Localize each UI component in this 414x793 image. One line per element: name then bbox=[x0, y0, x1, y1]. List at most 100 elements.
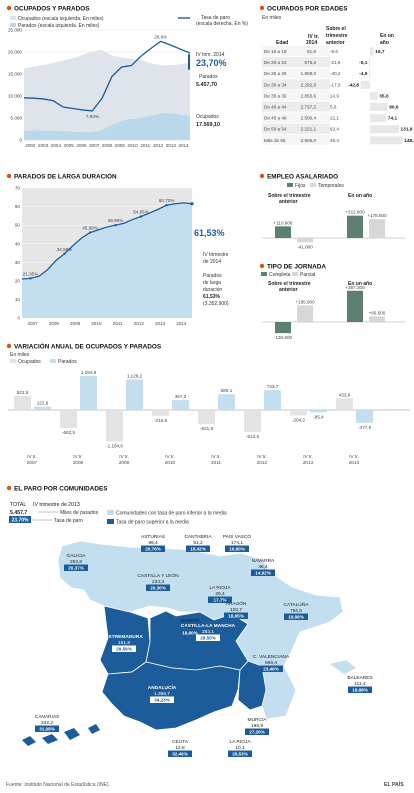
bar bbox=[106, 410, 123, 442]
table-row bbox=[262, 123, 330, 134]
region-value: 151,8 bbox=[118, 640, 130, 646]
value-cell: 2.221,1 bbox=[301, 127, 317, 132]
x-tick-label: 2006 bbox=[76, 143, 87, 148]
section-bullet-icon bbox=[6, 485, 12, 491]
region-value: 342,2 bbox=[41, 720, 53, 726]
data-point bbox=[114, 223, 117, 227]
bar bbox=[34, 406, 51, 410]
region-rate: 32,46% bbox=[172, 752, 188, 757]
region-name: C. VALENCIANA bbox=[253, 654, 290, 660]
x-tick-label: 2012 bbox=[257, 460, 268, 465]
x-tick-label: 2010 bbox=[127, 143, 138, 148]
data-label: 34,59% bbox=[57, 247, 73, 252]
rate-badge bbox=[141, 545, 165, 552]
bar-label: -204,2 bbox=[292, 418, 305, 423]
legend-swatch-ocupados bbox=[10, 16, 16, 20]
region-name: GALICIA bbox=[67, 553, 87, 559]
bar bbox=[80, 375, 97, 410]
group-title-2: En un año bbox=[348, 281, 372, 287]
region-rate: 29,56% bbox=[116, 647, 132, 652]
y-tick-label: 10 bbox=[15, 297, 21, 302]
section-title: EL PARO POR COMUNIDADES bbox=[14, 485, 108, 492]
total-rate-badge bbox=[9, 516, 31, 523]
year-bar bbox=[370, 114, 387, 123]
map-spain bbox=[22, 540, 356, 746]
total-value: 5.457,7 bbox=[10, 510, 27, 516]
value-cell: 81,8 bbox=[307, 49, 316, 54]
region-name: CANTABRIA bbox=[184, 534, 212, 540]
region-rate: 19,88% bbox=[288, 615, 304, 620]
quarter-cell: 62,4 bbox=[330, 127, 339, 132]
region-name: MADRID bbox=[181, 618, 200, 624]
value-cell: 2.737,2 bbox=[301, 105, 317, 110]
section-bullet-icon bbox=[259, 263, 265, 269]
section-variacion-anual: VARIACIÓN ANUAL DE OCUPADOS Y PARADOS En… bbox=[6, 341, 410, 465]
header-edad: Edad bbox=[276, 40, 288, 46]
bar bbox=[14, 395, 31, 410]
bar-label: -813,6 bbox=[246, 434, 259, 439]
section-title: TIPO DE JORNADA bbox=[267, 263, 326, 270]
table-row bbox=[262, 46, 330, 57]
data-label: 60,73% bbox=[159, 198, 175, 203]
current-rate: 61,53% bbox=[194, 228, 225, 238]
region-name: MURCIA bbox=[248, 717, 268, 723]
bar bbox=[244, 410, 261, 432]
x-tick-label: 2010 bbox=[165, 460, 176, 465]
bar-label: +367.300 bbox=[345, 285, 365, 290]
age-label: Más de 55 bbox=[264, 138, 286, 143]
header-value-1: IV tr. bbox=[308, 34, 319, 40]
bar bbox=[198, 410, 215, 425]
bar-label: 367,2 bbox=[175, 394, 187, 399]
x-tick-label: 2009 bbox=[119, 460, 130, 465]
bar-label: +110.900 bbox=[274, 220, 293, 225]
table-row bbox=[262, 57, 330, 68]
bar bbox=[347, 290, 363, 322]
age-label: De 20 a 24 bbox=[264, 60, 287, 65]
age-label: De 45 a 49 bbox=[264, 116, 287, 121]
map-region-baleares bbox=[330, 660, 356, 674]
bar-label: +178.600 bbox=[367, 213, 387, 218]
region-rate: 20,30% bbox=[150, 586, 166, 591]
section-ocupados-parados: OCUPADOS Y PARADOS Ocupados (escala izqu… bbox=[6, 5, 248, 148]
region-name: CASTILLA-LA MANCHA bbox=[181, 623, 236, 629]
age-label: De 35 a 39 bbox=[264, 93, 287, 98]
bar-label: -85,4 bbox=[313, 414, 324, 419]
region-value: 98,4 bbox=[148, 540, 158, 546]
rate-badge bbox=[225, 545, 249, 552]
x-tick-label: 2011 bbox=[211, 460, 221, 465]
bar bbox=[290, 410, 307, 416]
value-cell: 2.500,4 bbox=[301, 116, 317, 121]
bar-label: +66.500 bbox=[369, 310, 386, 315]
rate-badge bbox=[228, 750, 252, 757]
year-label: -42,8 bbox=[348, 82, 359, 88]
map-region-andalucia bbox=[101, 661, 241, 731]
current-point bbox=[190, 202, 194, 206]
region-name: CANARIAS bbox=[35, 714, 60, 720]
legend-rate-1: Tasa de paro bbox=[201, 15, 230, 21]
bar bbox=[297, 238, 313, 243]
quarter-cell: -40,2 bbox=[330, 71, 341, 76]
year-label: -5,1 bbox=[359, 60, 368, 66]
age-label: De 50 a 54 bbox=[264, 127, 287, 132]
parados-label: Parados bbox=[199, 74, 218, 80]
region-name: CEUTA bbox=[172, 739, 189, 745]
quarter-cell: 5,6 bbox=[330, 105, 337, 110]
age-label: De 25 a 29 bbox=[264, 71, 287, 76]
region-rate: 27,26% bbox=[249, 730, 265, 735]
region-rate: 14,92% bbox=[255, 571, 271, 576]
x-tick-label: 2009 bbox=[115, 143, 126, 148]
legend-fijos: Fijos bbox=[295, 183, 306, 189]
x-tick-label: 2011 bbox=[140, 143, 150, 148]
year-bar bbox=[370, 136, 403, 145]
region-rate: 16,60% bbox=[229, 547, 245, 552]
total-value-label: Miles de parados bbox=[60, 510, 99, 516]
section-bullet-icon bbox=[259, 173, 265, 179]
bar bbox=[126, 379, 143, 410]
y-tick-label: 20.000 bbox=[8, 50, 22, 55]
footer-brand: EL PAÍS bbox=[384, 780, 404, 788]
quarter-cell: -17,9 bbox=[330, 82, 341, 87]
x-tick-label: 2002 bbox=[25, 143, 36, 148]
y-tick-label: 60 bbox=[15, 204, 21, 209]
